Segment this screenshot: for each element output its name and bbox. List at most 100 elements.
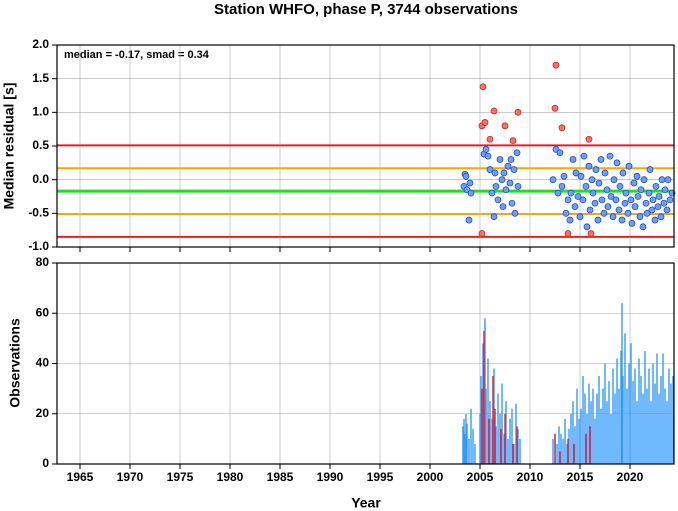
bar — [509, 418, 511, 464]
point — [562, 209, 570, 217]
bar — [574, 426, 576, 464]
bar — [570, 413, 572, 464]
point — [609, 213, 617, 221]
annotation: median = -0.17, smad = 0.34 — [64, 49, 210, 61]
bar — [562, 438, 564, 464]
point — [642, 199, 650, 207]
y-tick-label: -0.5 — [28, 206, 49, 220]
bar — [584, 393, 586, 464]
bar — [462, 426, 464, 464]
bar — [480, 376, 482, 464]
point — [643, 209, 651, 217]
bar — [636, 401, 638, 464]
point — [564, 196, 572, 204]
y-tick-label: 1.0 — [32, 105, 49, 119]
bar — [576, 388, 578, 464]
bar — [600, 408, 602, 464]
y-tick-label: 1.5 — [32, 71, 49, 85]
point — [606, 152, 614, 160]
point — [619, 169, 627, 177]
bar — [554, 433, 556, 464]
bar — [628, 363, 630, 464]
y-tick-label: 0.0 — [32, 172, 49, 186]
bar — [517, 428, 519, 464]
point — [625, 162, 633, 170]
bar — [481, 388, 483, 464]
point — [558, 182, 566, 190]
bar — [474, 443, 476, 464]
bar — [622, 376, 624, 464]
point — [511, 209, 519, 217]
bar — [568, 428, 570, 464]
x-tick-label: 1965 — [67, 470, 94, 484]
point — [498, 176, 506, 184]
bar — [566, 443, 568, 464]
bar — [516, 426, 518, 464]
point — [502, 186, 510, 194]
point — [639, 223, 647, 231]
bar — [494, 408, 496, 464]
bar — [656, 353, 658, 464]
point — [591, 199, 599, 207]
bar — [585, 433, 587, 464]
point — [586, 206, 594, 214]
point — [636, 213, 644, 221]
y-tick-label: 80 — [36, 255, 50, 269]
point — [466, 179, 474, 187]
point — [595, 179, 603, 187]
bar — [488, 418, 490, 464]
bar — [463, 418, 465, 464]
bar — [620, 350, 622, 464]
point — [582, 182, 590, 190]
bar — [652, 363, 654, 464]
point — [657, 213, 665, 221]
bar — [664, 388, 666, 464]
point — [579, 196, 587, 204]
bar — [592, 388, 594, 464]
point — [651, 216, 659, 224]
point — [513, 149, 521, 157]
bar — [560, 433, 562, 464]
point — [594, 216, 602, 224]
bar — [497, 393, 499, 464]
point — [507, 156, 515, 163]
bar — [588, 383, 590, 464]
point — [640, 176, 648, 184]
bar — [590, 401, 592, 464]
chart-title: Station WHFO, phase P, 3744 observations — [214, 1, 518, 18]
bar — [483, 330, 485, 464]
y-axis-label: Median residual [s] — [1, 83, 17, 210]
bar — [499, 413, 501, 464]
point — [514, 108, 522, 116]
bar — [501, 383, 503, 464]
bar — [552, 438, 554, 464]
x-tick-label: 2010 — [517, 470, 544, 484]
y-tick-label: 0.5 — [32, 138, 49, 152]
x-tick-label: 2015 — [567, 470, 594, 484]
bar — [464, 433, 466, 464]
bar — [519, 438, 521, 464]
bar — [604, 363, 606, 464]
bar — [598, 376, 600, 464]
point — [616, 182, 624, 190]
point — [501, 122, 509, 130]
point — [654, 203, 662, 211]
x-axis-label: Year — [351, 495, 381, 511]
point — [624, 209, 632, 217]
point — [603, 186, 611, 194]
bar — [634, 368, 636, 464]
bar — [586, 413, 588, 464]
x-tick-label: 1990 — [317, 470, 344, 484]
point — [558, 124, 566, 132]
plot-frame — [56, 262, 675, 465]
x-tick-label: 1995 — [367, 470, 394, 484]
y-tick-label: 60 — [36, 305, 50, 319]
point — [574, 193, 582, 200]
bar — [503, 433, 505, 464]
bar — [654, 383, 656, 464]
x-tick-label: 2020 — [617, 470, 644, 484]
bar — [573, 443, 575, 464]
point — [649, 196, 657, 204]
point — [601, 169, 609, 177]
bar — [614, 393, 616, 464]
